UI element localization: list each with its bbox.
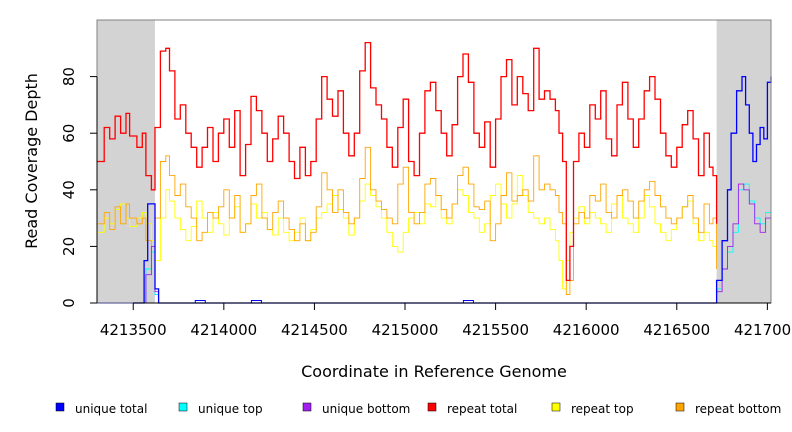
x-tick-label: 4215500 — [462, 321, 529, 339]
legend-item-unique-bottom: unique bottom — [302, 402, 410, 416]
legend-swatch — [178, 402, 188, 412]
series-repeat-total — [97, 41, 718, 282]
series-repeat-bottom — [97, 146, 718, 295]
series-repeat-top — [97, 175, 718, 290]
x-tick-label: 4216000 — [553, 321, 620, 339]
series-layer — [97, 41, 772, 304]
x-tick-label: 4213500 — [100, 321, 167, 339]
legend-label: repeat total — [447, 402, 517, 416]
x-tick-label: 4216500 — [643, 321, 710, 339]
x-tick-label: 4215000 — [372, 321, 439, 339]
legend: unique total unique top unique bottom repea… — [55, 402, 781, 416]
y-tick-label: 60 — [60, 124, 78, 143]
legend-swatch — [55, 402, 65, 412]
legend-label: unique bottom — [322, 402, 410, 416]
x-axis: 4213500 4214000 4214500 4215000 4215500 42160… — [100, 302, 792, 339]
legend-item-unique-total: unique total — [55, 402, 147, 416]
legend-swatch — [302, 402, 312, 412]
x-tick-label: 4214500 — [281, 321, 348, 339]
y-axis-title: Read Coverage Depth — [22, 73, 41, 249]
legend-item-repeat-bottom: repeat bottom — [675, 402, 781, 416]
y-tick-label: 80 — [60, 67, 78, 86]
legend-swatch — [427, 402, 437, 412]
y-tick-label: 40 — [60, 180, 78, 199]
x-tick-label: 4214000 — [190, 321, 257, 339]
plot-frame — [96, 19, 772, 304]
legend-label: unique top — [198, 402, 263, 416]
legend-label: unique total — [75, 402, 147, 416]
y-tick-label: 20 — [60, 237, 78, 256]
series-unique-top — [97, 183, 772, 304]
legend-item-unique-top: unique top — [178, 402, 263, 416]
x-axis-title: Coordinate in Reference Genome — [301, 362, 567, 381]
legend-label: repeat bottom — [695, 402, 781, 416]
series-unique-bottom — [97, 183, 772, 304]
legend-swatch — [551, 402, 561, 412]
series-unique-total — [97, 75, 772, 304]
legend-item-repeat-total: repeat total — [427, 402, 517, 416]
shaded-regions — [97, 20, 771, 303]
y-axis: 0 20 40 60 80 — [60, 67, 98, 308]
legend-label: repeat top — [571, 402, 634, 416]
legend-swatch — [675, 402, 685, 412]
y-tick-label: 0 — [60, 298, 78, 308]
legend-item-repeat-top: repeat top — [551, 402, 634, 416]
shaded-region-1 — [716, 20, 771, 303]
